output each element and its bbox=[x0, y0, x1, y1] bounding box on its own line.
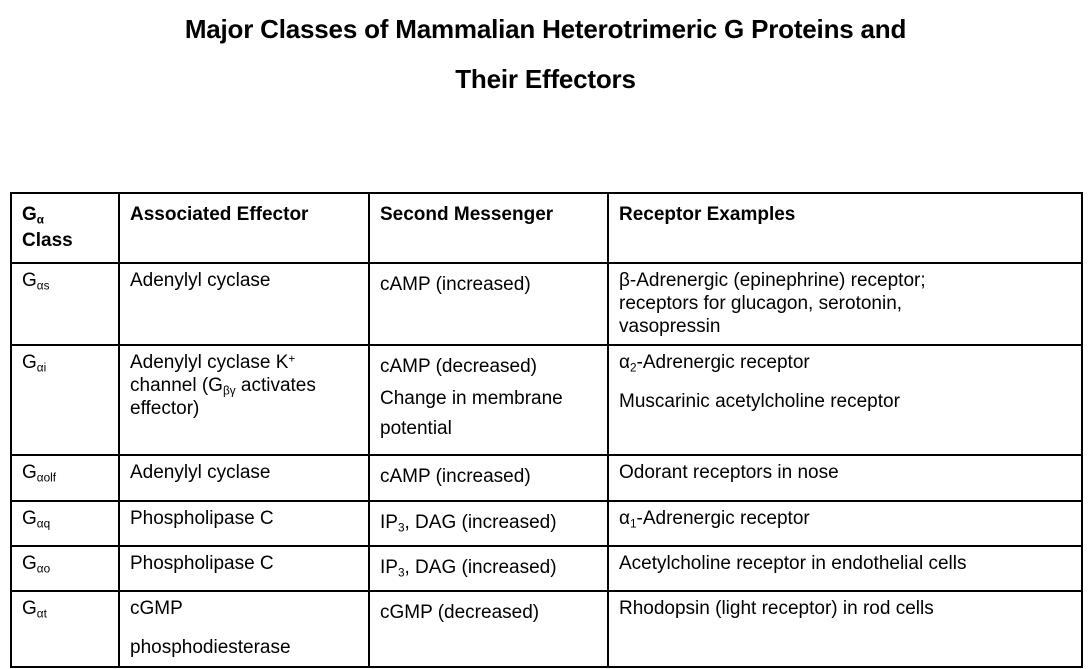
cell-effector: Adenylyl cyclase K+ channel (Gβγ activat… bbox=[118, 344, 370, 457]
table-row: Gαq Phospholipase C IP3, DAG (increased) α1… bbox=[10, 500, 1083, 548]
cell-messenger: cAMP (increased) bbox=[368, 261, 609, 347]
cell-effector: Phospholipase C bbox=[118, 500, 370, 548]
cell-ga-class: Gαo bbox=[10, 545, 120, 593]
cell-ga-class: Gαi bbox=[10, 344, 120, 457]
table-row: Gαt cGMP phosphodiesterase cGMP (decreased)… bbox=[10, 590, 1083, 668]
g-protein-table: Gα Class Associated Effector Second Messen… bbox=[10, 192, 1083, 668]
table-body: Gαs Adenylyl cyclase cAMP (increased) β-Adr… bbox=[10, 261, 1083, 668]
table-header-row: Gα Class Associated Effector Second Messen… bbox=[10, 192, 1083, 264]
cell-receptors: Odorant receptors in nose bbox=[607, 454, 1083, 503]
column-header-receptor-examples: Receptor Examples bbox=[607, 192, 1083, 264]
title-line-2: Their Effectors bbox=[455, 64, 636, 94]
cell-messenger: IP3, DAG (increased) bbox=[368, 545, 609, 593]
cell-effector: Phospholipase C bbox=[118, 545, 370, 593]
cell-ga-class: Gαq bbox=[10, 500, 120, 548]
column-header-second-messenger: Second Messenger bbox=[368, 192, 609, 264]
cell-messenger: cAMP (decreased) Change in membrane poten… bbox=[368, 344, 609, 457]
table-row: Gαolf Adenylyl cyclase cAMP (increased) Odo… bbox=[10, 454, 1083, 503]
column-header-associated-effector: Associated Effector bbox=[118, 192, 370, 264]
page-title: Major Classes of Mammalian Heterotrimeri… bbox=[0, 4, 1091, 104]
cell-receptors: Acetylcholine receptor in endothelial ce… bbox=[607, 545, 1083, 593]
cell-receptors: α1-Adrenergic receptor bbox=[607, 500, 1083, 548]
cell-receptors: β-Adrenergic (epinephrine) receptor; rec… bbox=[607, 261, 1083, 347]
cell-messenger: cGMP (decreased) bbox=[368, 590, 609, 668]
cell-receptors: α2-Adrenergic receptor Muscarinic acetylc… bbox=[607, 344, 1083, 457]
title-line-1: Major Classes of Mammalian Heterotrimeri… bbox=[184, 14, 907, 44]
cell-ga-class: Gαs bbox=[10, 261, 120, 347]
table-row: Gαo Phospholipase C IP3, DAG (increased) Ac… bbox=[10, 545, 1083, 593]
column-header-ga-class: Gα Class bbox=[10, 192, 120, 264]
cell-messenger: IP3, DAG (increased) bbox=[368, 500, 609, 548]
table-row: Gαs Adenylyl cyclase cAMP (increased) β-Adr… bbox=[10, 261, 1083, 347]
cell-effector: cGMP phosphodiesterase bbox=[118, 590, 370, 668]
cell-receptors: Rhodopsin (light receptor) in rod cells bbox=[607, 590, 1083, 668]
cell-effector: Adenylyl cyclase bbox=[118, 454, 370, 503]
cell-messenger: cAMP (increased) bbox=[368, 454, 609, 503]
cell-ga-class: Gαolf bbox=[10, 454, 120, 503]
table-row: Gαi Adenylyl cyclase K+ channel (Gβγ acti… bbox=[10, 344, 1083, 457]
cell-ga-class: Gαt bbox=[10, 590, 120, 668]
cell-effector: Adenylyl cyclase bbox=[118, 261, 370, 347]
